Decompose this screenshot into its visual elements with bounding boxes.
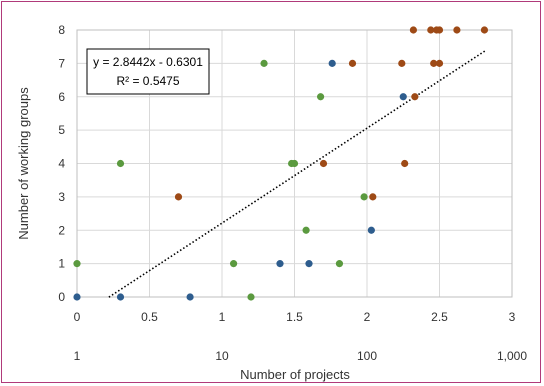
r-squared-value: R² = 0.5475 <box>116 74 179 88</box>
data-point-green-0 <box>73 260 81 268</box>
data-point-blue-3 <box>276 260 284 268</box>
y-axis-title: Number of working groups <box>16 87 31 240</box>
data-point-brown-3 <box>369 193 377 201</box>
x-tick-label-6: 3 <box>509 310 516 324</box>
data-point-brown-2 <box>348 59 357 67</box>
data-point-brown-5 <box>401 159 409 168</box>
y-tick-label-3: 3 <box>58 190 65 204</box>
y-tick-label-5: 5 <box>58 123 65 137</box>
trendline-group <box>108 49 487 298</box>
y-tick-label-0: 0 <box>58 290 65 304</box>
data-point-blue-0 <box>73 293 81 301</box>
data-point-blue-4 <box>305 260 313 268</box>
equation-box: y = 2.8442x - 0.6301 R² = 0.5475 <box>86 48 210 95</box>
data-point-brown-7 <box>409 26 417 34</box>
scatter-chart: 0 1 2 3 4 5 6 7 8 0 0.5 1 1.5 2 2.5 3 1 10 100 1,000 y = … <box>16 23 528 382</box>
data-point-blue-6 <box>328 59 336 67</box>
data-point-blue-1 <box>116 293 125 301</box>
data-point-green-3 <box>247 293 255 301</box>
y-tick-label-4: 4 <box>58 157 65 171</box>
x-tick-label-1: 0.5 <box>141 310 158 324</box>
secondary-x-tick-label-0: 1 <box>74 349 81 363</box>
data-point-green-2 <box>230 260 238 268</box>
x-axis-title: Number of projects <box>240 367 350 382</box>
y-tick-label-8: 8 <box>58 23 65 37</box>
y-tick-label-1: 1 <box>58 257 65 271</box>
x-tick-label-0: 0 <box>74 310 81 324</box>
data-point-green-1 <box>116 159 125 168</box>
data-point-green-10 <box>360 193 368 201</box>
data-point-green-7 <box>302 226 310 234</box>
equation-box-frame <box>86 48 210 95</box>
data-point-green-9 <box>335 260 344 268</box>
trendline-equation: y = 2.8442x - 0.6301 <box>93 55 203 69</box>
data-point-brown-13 <box>453 26 461 34</box>
x-tick-label-4: 2 <box>364 310 371 324</box>
y-tick-label-6: 6 <box>58 90 65 104</box>
data-point-brown-0 <box>174 193 183 201</box>
data-point-brown-14 <box>480 26 489 34</box>
data-point-brown-6 <box>411 93 419 101</box>
secondary-x-tick-label-1: 10 <box>215 349 229 363</box>
data-point-blue-7 <box>399 93 407 101</box>
data-points <box>73 26 489 301</box>
data-point-green-6 <box>290 159 299 168</box>
secondary-x-tick-label-2: 100 <box>357 349 377 363</box>
data-point-brown-11 <box>430 59 438 67</box>
data-point-green-8 <box>317 93 325 101</box>
data-point-brown-8 <box>427 26 435 34</box>
x-tick-labels: 0 0.5 1 1.5 2 2.5 3 <box>74 310 516 324</box>
y-tick-labels: 0 1 2 3 4 5 6 7 8 <box>58 23 65 304</box>
data-point-brown-10 <box>435 26 444 34</box>
x-tick-label-5: 2.5 <box>431 310 448 324</box>
data-point-brown-12 <box>435 59 444 67</box>
data-point-blue-5 <box>367 226 375 234</box>
secondary-x-tick-labels: 1 10 100 1,000 <box>74 349 528 363</box>
x-tick-label-2: 1 <box>219 310 226 324</box>
x-tick-label-3: 1.5 <box>286 310 303 324</box>
data-point-brown-1 <box>319 159 328 168</box>
data-point-brown-4 <box>398 59 406 67</box>
trendline <box>108 49 487 298</box>
data-point-green-4 <box>260 59 268 67</box>
secondary-x-tick-label-3: 1,000 <box>497 349 527 363</box>
y-tick-label-2: 2 <box>58 223 65 237</box>
y-tick-label-7: 7 <box>58 56 65 70</box>
data-point-blue-2 <box>186 293 194 301</box>
plot-area-border <box>76 29 513 298</box>
